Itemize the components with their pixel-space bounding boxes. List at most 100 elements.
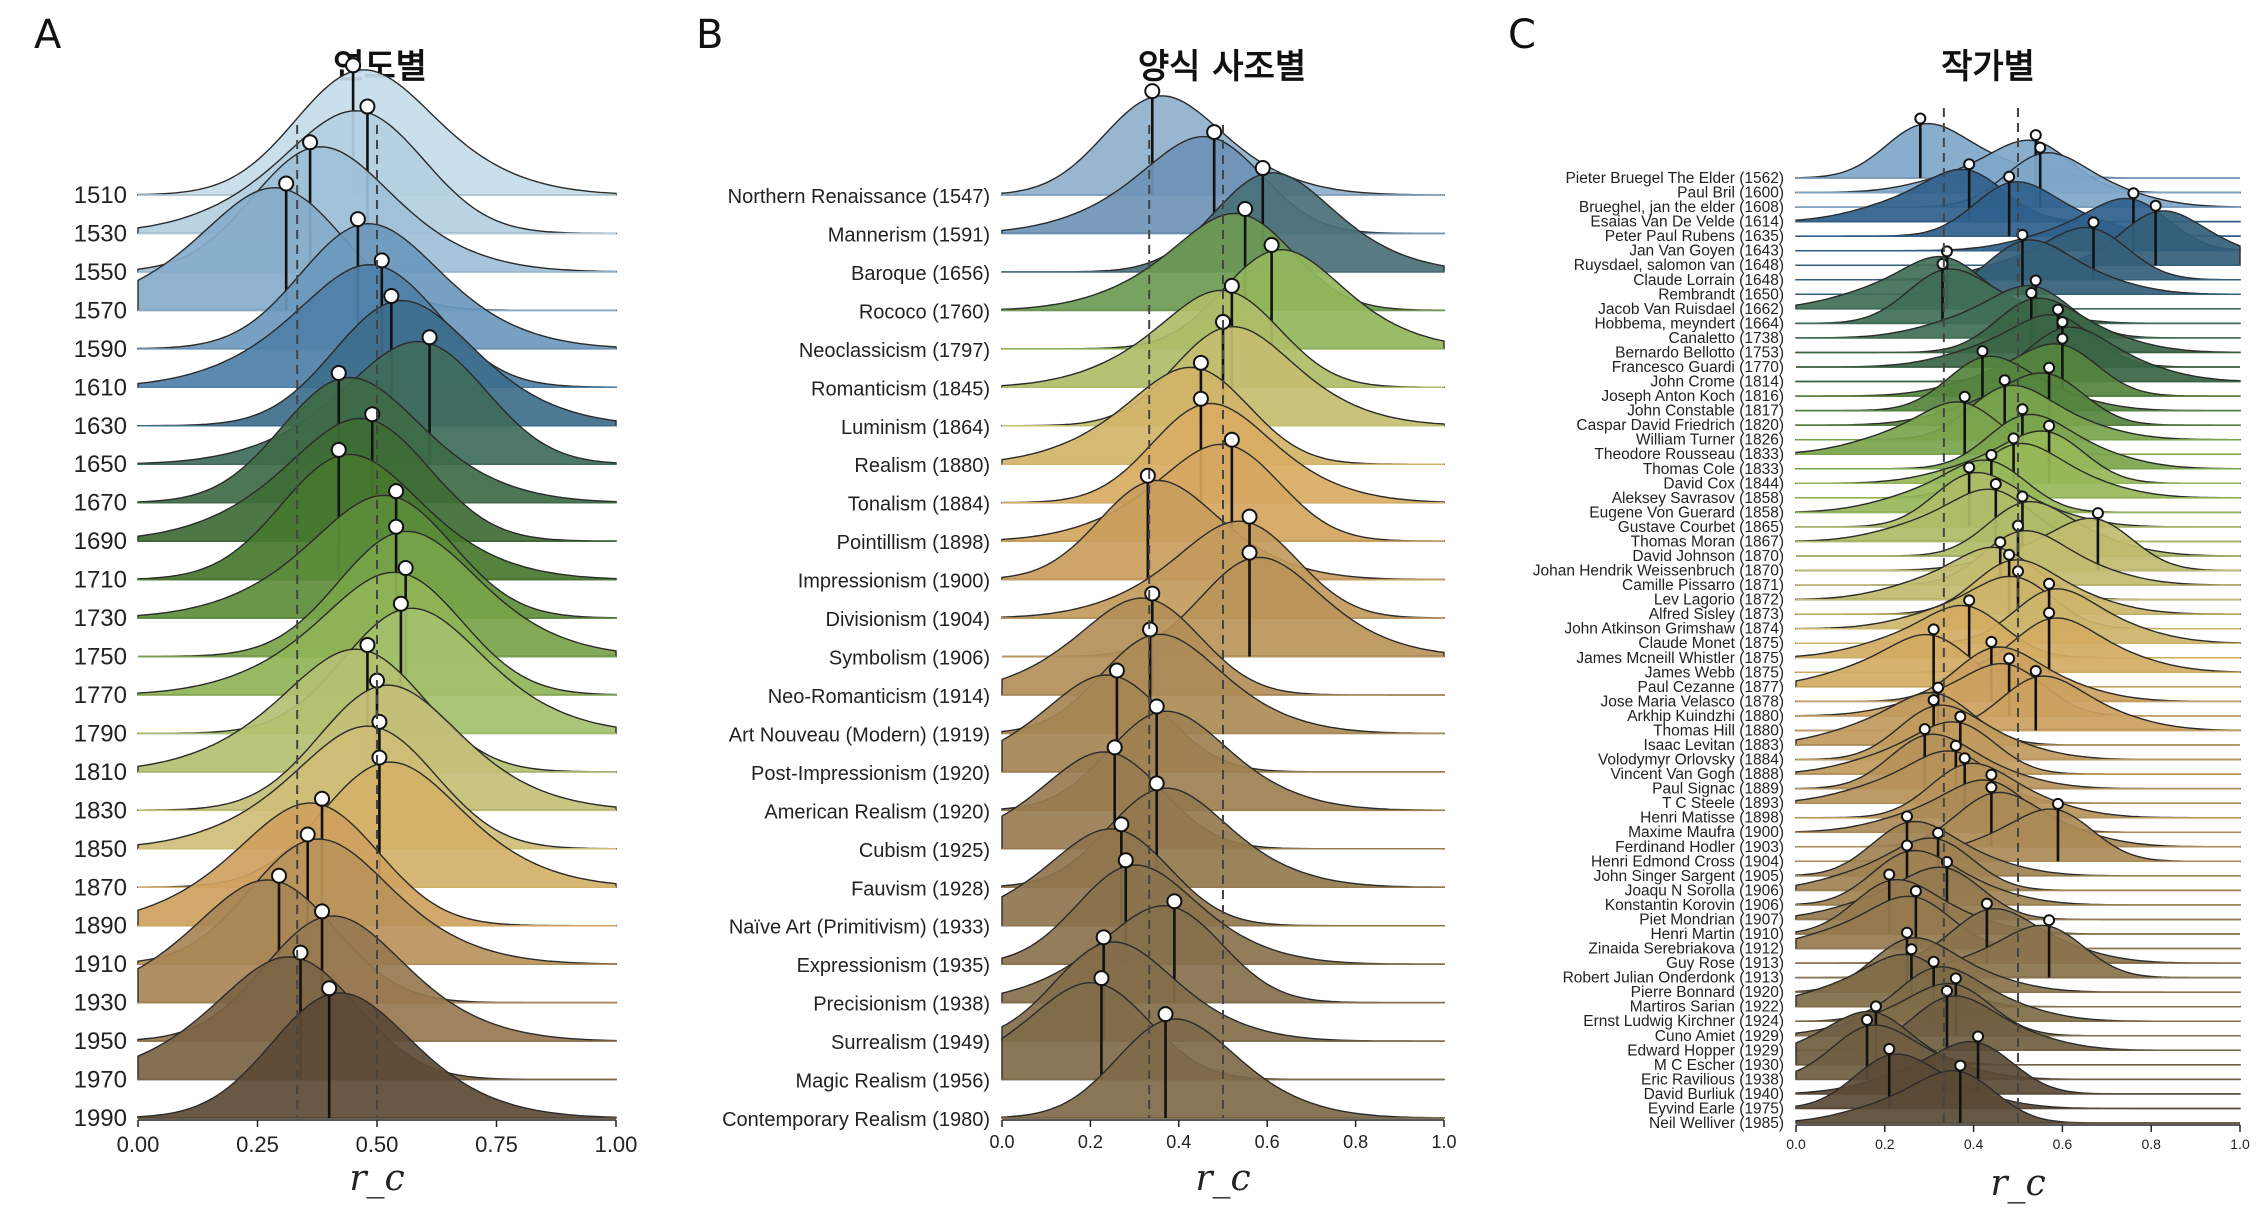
median-marker [1932,681,1945,694]
panel-a-category-label: 1830 [74,797,127,824]
panel-c-category-label: Zinaida Serebriakova (1912) [1588,941,1784,958]
panel-c-category-label: Pieter Bruegel The Elder (1562) [1565,170,1784,187]
panel-b-category-label: Mannerism (1591) [828,224,990,246]
panel-b-x-tick-label: 0.6 [1255,1132,1280,1152]
panel-c-category-label: Thomas Cole (1833) [1643,461,1784,478]
median-marker [2003,548,2016,561]
panel-c-category-label: Volodymyr Orlovsky (1884) [1598,752,1784,769]
panel-c-category-label: William Turner (1826) [1636,432,1784,449]
panel-c-category-label: John Constable (1817) [1627,403,1784,420]
panel-c-category-label: Henri Edmond Cross (1904) [1591,853,1784,870]
panel-c-category-label: Paul Bril (1600) [1677,185,1784,202]
panel-c-category-label: Guy Rose (1913) [1666,955,1784,972]
panel-c-x-tick-label: 0.8 [2141,1136,2161,1152]
median-marker [1954,710,1967,723]
panel-b-category-label: Naïve Art (Primitivism) (1933) [729,917,990,939]
panel-a-category-label: 1570 [74,297,127,324]
panel-b-category-label: Luminism (1864) [841,417,990,439]
median-marker [2043,914,2056,927]
panel-c-category-label: Johan Hendrik Weissenbruch (1870) [1533,563,1784,580]
panel-c-category-label: Paul Cezanne (1877) [1638,679,1785,696]
panel-c-category-label: T C Steele (1893) [1662,795,1784,812]
panel-c-category-label: Peter Paul Rubens (1635) [1605,228,1784,245]
panel-c-title: 작가별 [1941,47,2035,87]
median-marker [2029,274,2042,287]
panel-c-x-tick-label: 0.4 [1964,1136,1984,1152]
median-marker [1932,826,1945,839]
median-marker [1985,448,1998,461]
panel-b-category-label: Impressionism (1900) [798,571,990,593]
panel-b-category-label: Baroque (1656) [851,263,990,285]
median-marker [330,364,347,381]
median-marker [359,98,376,115]
panel-c-x-axis-label: r_c [1990,1163,2045,1204]
median-marker [364,406,381,423]
median-marker [1157,1006,1174,1023]
median-marker [349,211,366,228]
panel-b-x-tick-label: 0.2 [1078,1132,1103,1152]
median-marker [1254,160,1271,177]
panel-c-letter: C [1508,12,1536,58]
panel-c-category-label: Canaletto (1738) [1669,330,1784,347]
panel-b: B 양식 사조별 Northern Renaissance (1547) Mann… [696,12,1457,1199]
median-marker [1144,585,1161,602]
panel-c-category-label: David Burliuk (1940) [1644,1086,1784,1103]
median-marker [1206,124,1223,141]
median-marker [371,749,388,766]
panel-b-category-label: Romanticism (1845) [811,378,990,400]
panel-a-category-label: 1850 [74,836,127,863]
panel-a-letter: A [34,12,62,58]
panel-a-category-label: 1770 [74,682,127,709]
panel-b-category-label: Contemporary Realism (1980) [722,1109,990,1131]
panel-b-category-label: Art Nouveau (Modern) (1919) [729,724,990,746]
panel-b-x-axis-label: r_c [1195,1158,1250,1199]
median-marker [1905,943,1918,956]
panel-c-x-tick-label: 0.6 [2053,1136,2073,1152]
panel-c: C 작가별 Pieter Bruegel The Elder (1562)Pau… [1508,12,2250,1204]
median-marker [373,252,390,269]
median-marker [2016,490,2029,503]
median-marker [1985,635,1998,648]
median-marker [1985,768,1998,781]
panel-c-category-label: Eugene Von Guerard (1858) [1589,504,1784,521]
panel-a-category-label: 1630 [74,413,127,440]
median-marker [421,329,438,346]
panel-b-x-tick-label: 0.0 [989,1132,1014,1152]
panel-c-category-label: David Johnson (1870) [1632,548,1784,565]
median-marker [1223,277,1240,294]
panel-a-category-label: 1750 [74,644,127,671]
panel-a-category-label: 1790 [74,720,127,747]
median-marker [2043,419,2056,432]
panel-b-category-label: Precisionism (1938) [813,994,990,1016]
panel-a-x-tick-label: 0.50 [356,1132,399,1157]
panel-c-category-label: Alfred Sisley (1873) [1649,606,1784,623]
panel-c-category-label: Jose Maria Velasco (1878) [1600,693,1784,710]
panel-a-category-label: 1990 [74,1105,127,1132]
panel-c-category-label: Jacob Van Ruisdael (1662) [1598,301,1784,318]
median-marker [2056,316,2069,329]
panel-b-category-label: Divisionism (1904) [826,609,991,631]
panel-c-category-label: James Webb (1875) [1645,664,1784,681]
panel-c-category-label: Gustave Courbet (1865) [1618,519,1784,536]
median-marker [1927,694,1940,707]
median-marker [1241,544,1258,561]
median-marker [1998,374,2011,387]
panel-a-category-label: 1970 [74,1067,127,1094]
median-marker [2051,303,2064,316]
median-marker [1192,354,1209,371]
median-marker [1958,752,1971,765]
median-marker [292,944,309,961]
median-marker [2003,652,2016,665]
panel-a-category-label: 1870 [74,874,127,901]
median-marker [1936,257,1949,270]
panel-c-category-label: Jan Van Goyen (1643) [1629,243,1784,260]
median-marker [1901,810,1913,823]
panel-a-category-label: 1730 [74,605,127,632]
panel-a-category-label: 1670 [74,490,127,517]
panel-a-ridges: 1510 1530 1550 1570 1590 1610 1630 1650 1670 1690… [74,57,637,1199]
median-marker [1927,623,1940,636]
median-marker [1108,662,1125,679]
panel-c-category-label: Cuno Amiet (1929) [1655,1028,1784,1045]
median-marker [2034,141,2047,154]
median-marker [1963,461,1976,474]
